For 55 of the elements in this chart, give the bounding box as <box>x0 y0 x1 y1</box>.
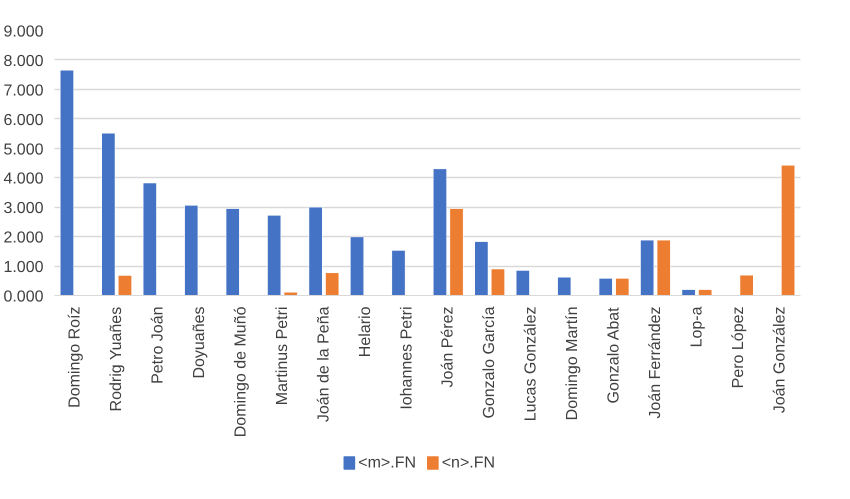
y-tick-label: 9.000 <box>3 24 44 40</box>
x-tick-label: Martinus Petri <box>274 306 291 406</box>
bar <box>557 276 572 296</box>
bar <box>615 278 630 296</box>
legend-label: <n>.FN <box>442 454 496 472</box>
bar <box>350 236 364 296</box>
x-tick-label: Pero López <box>730 306 747 388</box>
y-tick-label: 7.000 <box>3 82 44 100</box>
y-tick-label: 1.000 <box>3 259 44 276</box>
bar <box>740 274 754 296</box>
y-tick-label: 5.000 <box>3 141 44 158</box>
x-tick-label: Helario <box>356 306 374 358</box>
bar <box>656 240 671 296</box>
x-tick-label: Lop-a <box>688 306 706 348</box>
legend-label: <m>.FN <box>358 454 416 472</box>
bar <box>433 168 447 296</box>
x-tick-label: Lucas González <box>522 306 540 422</box>
y-tick-label: 3.000 <box>3 200 44 218</box>
bar <box>325 272 340 296</box>
x-tick-label: Joán de la Peña <box>315 306 332 422</box>
bar <box>640 240 654 296</box>
bar <box>598 278 613 296</box>
y-tick-label: 8.000 <box>3 52 44 70</box>
y-tick-label: 0.000 <box>3 288 44 306</box>
x-tick-label: Joán Pérez <box>440 306 457 388</box>
x-tick-label: Rodrig Yuañes <box>108 306 126 412</box>
bar <box>491 268 505 296</box>
bar <box>682 289 696 296</box>
bar <box>698 289 712 296</box>
bar <box>450 208 464 296</box>
bar <box>474 241 488 296</box>
x-tick-label: Domingo de Muñó <box>232 306 250 438</box>
x-tick-label: Domingo Roíz <box>66 306 84 408</box>
x-tick-label: Doyuañes <box>191 306 208 379</box>
x-tick-label: Gonzalo Abat <box>606 306 622 404</box>
y-tick-label: 4.000 <box>3 170 44 188</box>
y-tick-label: 2.000 <box>3 230 44 247</box>
x-tick-label: Iohannes Petri <box>398 306 416 410</box>
bar <box>184 205 198 296</box>
bar <box>118 275 132 296</box>
bar <box>392 250 406 296</box>
bar <box>308 206 322 296</box>
x-tick-label: Joán Ferrández <box>646 306 664 419</box>
x-tick-label: Petro Joán <box>150 306 167 384</box>
x-tick-label: Joán González <box>771 306 788 414</box>
y-tick-label: 6.000 <box>3 112 44 129</box>
x-tick-label: Gonzalo García <box>481 306 498 419</box>
bar <box>226 208 240 296</box>
bar <box>781 165 795 296</box>
bar <box>142 182 157 296</box>
bar <box>60 70 74 296</box>
x-tick-label: Domingo Martín <box>564 306 582 420</box>
bar <box>101 133 116 296</box>
bar <box>267 215 282 296</box>
bar <box>516 270 530 296</box>
